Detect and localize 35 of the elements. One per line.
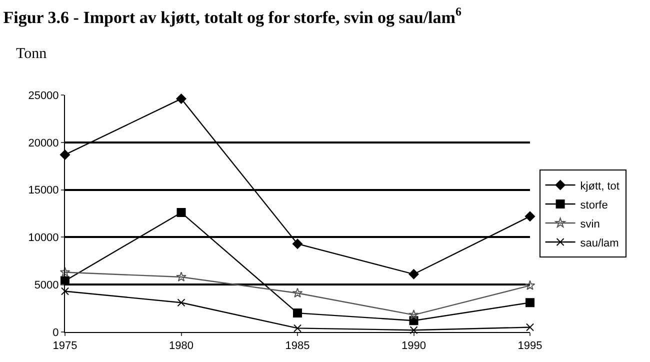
point [176,272,186,282]
x-tick-label: 1985 [285,340,310,352]
y-tick-label: 10000 [28,232,59,244]
point [292,238,303,249]
point [176,94,186,104]
point [61,287,69,296]
point [177,298,186,307]
point [408,269,419,280]
point [292,288,303,298]
legend-label: storfe [580,199,608,212]
point [524,280,536,290]
y-tick-label: 15000 [28,184,59,197]
y-tick-label: 0 [52,326,59,339]
point [408,310,419,320]
legend-label: sau/lam [580,237,619,250]
x-tick-label: 1980 [169,340,194,352]
y-tick-label: 5000 [34,279,59,292]
y-tick-label: 25000 [28,90,59,102]
point [293,308,302,318]
point [526,323,534,332]
y-axis-title: Tonn [16,46,48,62]
point [526,298,534,308]
point [294,324,302,332]
point [176,208,186,218]
y-tick-label: 20000 [28,137,59,150]
chart-title: Figur 3.6 - Import av kjøtt, totalt og for storfe, svin og sau/lam$^{6}$ [3,4,462,27]
point [60,266,70,277]
legend-label: svin [580,218,600,230]
x-tick-label: 1975 [52,340,78,352]
x-tick-label: 1990 [402,340,426,352]
point [410,326,418,334]
legend-label: kjøtt, tot [580,180,620,192]
x-tick-label: 1995 [518,340,542,352]
point [60,276,70,286]
point [524,211,536,222]
